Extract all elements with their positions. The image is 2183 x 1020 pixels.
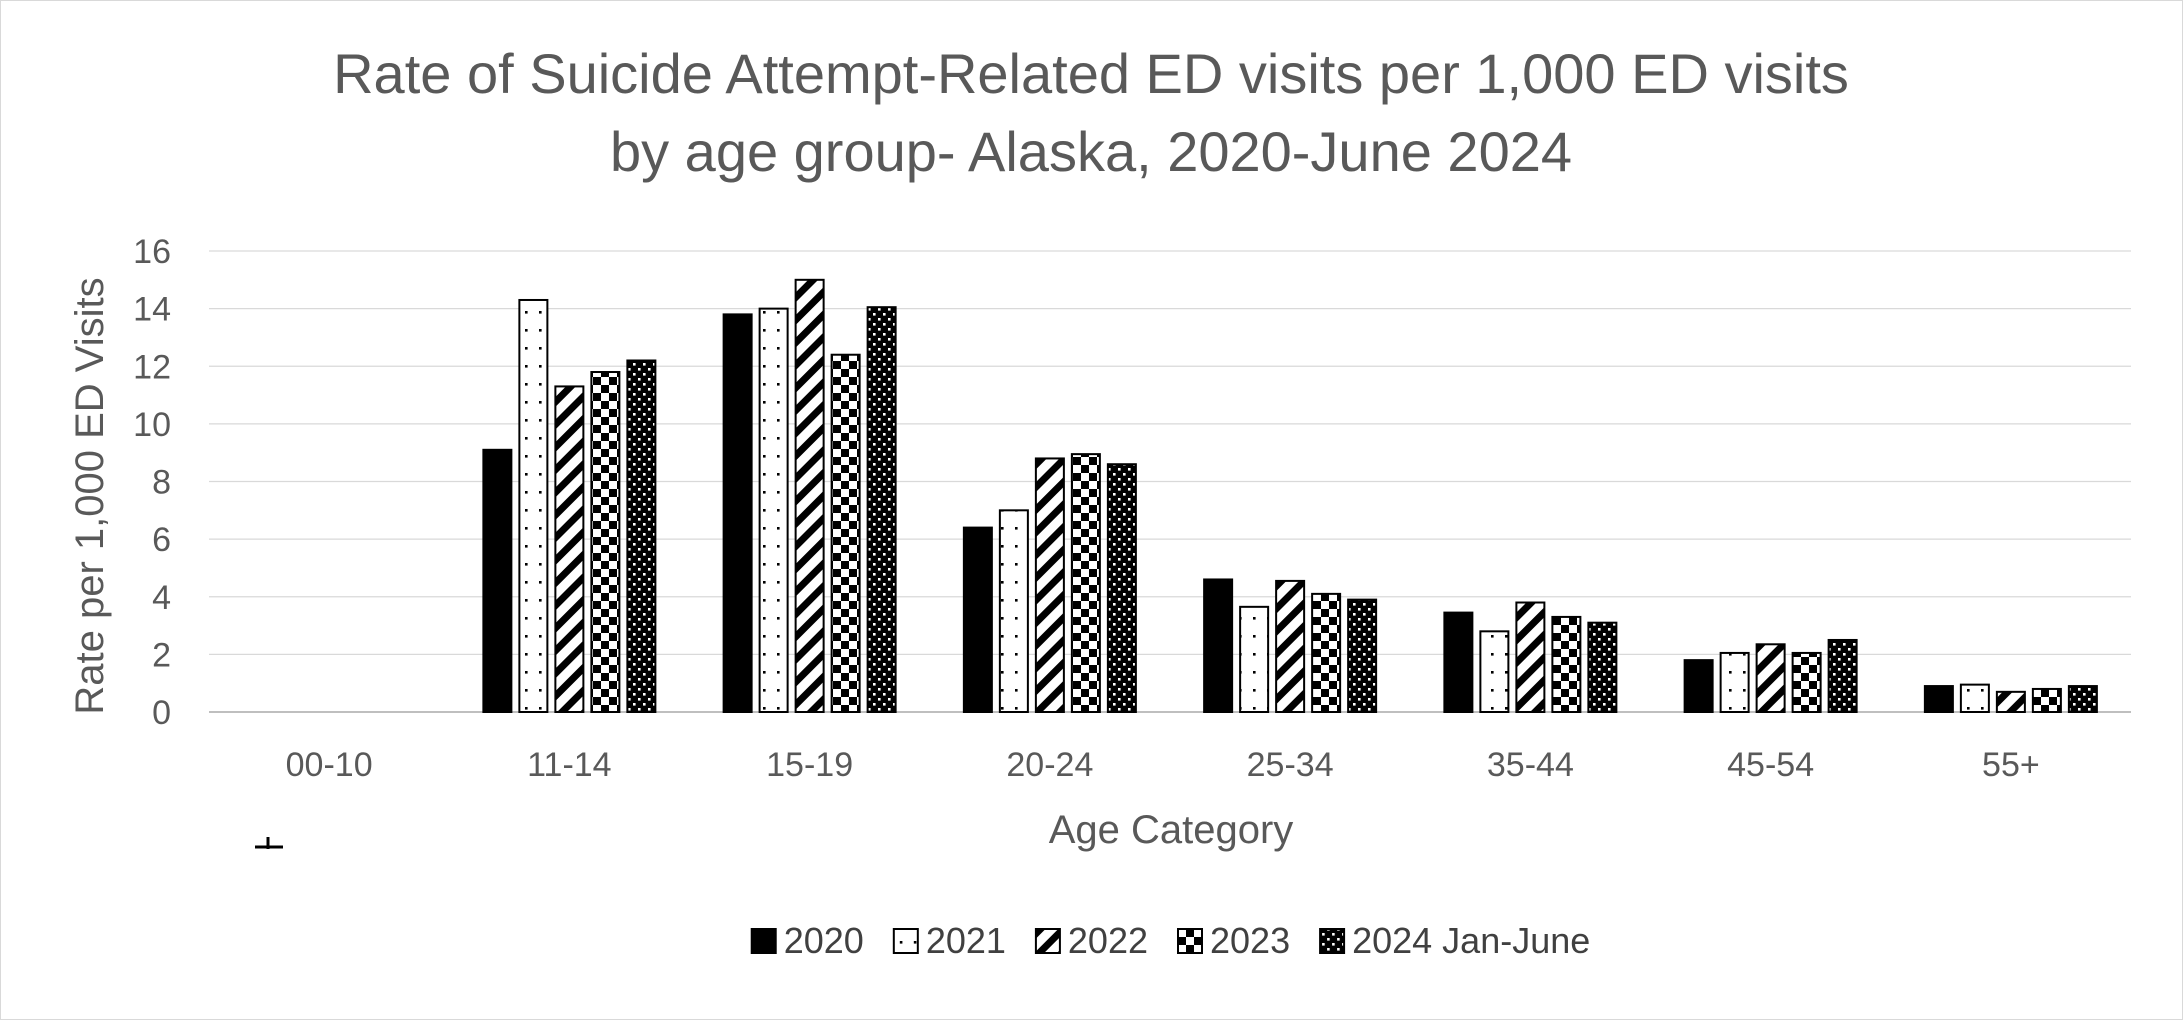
legend-label: 2024 Jan-June (1352, 920, 1590, 961)
bar (1239, 605, 1270, 713)
bar (590, 371, 621, 713)
x-tick-label: 25-34 (1247, 746, 1334, 784)
bar (866, 306, 897, 713)
stray-mark (255, 837, 283, 849)
bar (1275, 579, 1306, 714)
y-axis-ticks: 0 2 4 6 8 10 12 14 16 (133, 233, 171, 732)
legend-item: 2020 (750, 920, 864, 961)
legend-swatch (1177, 928, 1203, 954)
x-tick-label: 35-44 (1487, 746, 1574, 784)
y-tick-label: 0 (152, 694, 171, 732)
bar (1203, 578, 1234, 714)
bar (518, 298, 549, 713)
legend: 2020 2021 2022 2023 2024 Jan-June (750, 920, 1590, 961)
bar (1311, 592, 1342, 714)
bar (962, 526, 993, 713)
chart-title-line-1: Rate of Suicide Attempt-Related ED visit… (333, 42, 1849, 105)
bar (758, 307, 789, 713)
y-tick-label: 6 (152, 521, 171, 559)
bar (1551, 615, 1582, 714)
x-tick-label: 15-19 (766, 746, 853, 784)
legend-label: 2020 (784, 920, 864, 961)
bar (1923, 685, 1954, 713)
y-tick-label: 12 (133, 348, 171, 386)
bar (1959, 683, 1990, 713)
y-tick-label: 2 (152, 636, 171, 674)
bar (1683, 659, 1714, 714)
x-tick-label: 20-24 (1006, 746, 1093, 784)
x-tick-label: 55+ (1982, 746, 2040, 784)
bar (1347, 598, 1378, 713)
bar (1034, 457, 1065, 714)
bar (1587, 621, 1618, 714)
x-tick-label: 45-54 (1727, 746, 1814, 784)
chart-title-line-2: by age group- Alaska, 2020-June 2024 (610, 120, 1572, 183)
bar (1443, 611, 1474, 713)
bar (1515, 601, 1546, 714)
legend-item: 2021 (892, 920, 1006, 961)
x-tick-label: 00-10 (286, 746, 373, 784)
y-tick-label: 8 (152, 464, 171, 502)
bar (1106, 463, 1137, 713)
legend-item: 2024 Jan-June (1319, 920, 1590, 961)
x-tick-label: 11-14 (527, 746, 611, 784)
bar (794, 278, 825, 713)
legend-swatch (1034, 928, 1061, 954)
bar (1791, 651, 1822, 714)
bar (1827, 638, 1858, 713)
bar (830, 353, 861, 713)
y-tick-label: 10 (133, 406, 171, 444)
legend-label: 2022 (1068, 920, 1148, 961)
bar (722, 313, 753, 713)
legend-swatch (1319, 928, 1346, 954)
y-axis-title: Rate per 1,000 ED Visits (68, 277, 112, 714)
bar (626, 359, 657, 713)
legend-label: 2023 (1210, 920, 1290, 961)
x-axis-ticks: 00-10 11-14 15-19 20-24 25-34 35-44 45-54 55+ (286, 746, 2040, 784)
bar (482, 448, 513, 713)
legend-label: 2021 (926, 920, 1006, 961)
bar (998, 509, 1029, 713)
y-tick-label: 4 (152, 579, 171, 617)
bar (2031, 687, 2062, 714)
legend-swatch (892, 928, 919, 954)
bar (1479, 630, 1510, 714)
y-tick-label: 14 (133, 291, 171, 329)
chart-title: Rate of Suicide Attempt-Related ED visit… (333, 42, 1849, 183)
bar (554, 385, 585, 713)
bar (2067, 685, 2098, 713)
legend-swatch (750, 928, 777, 954)
legend-item: 2023 (1177, 920, 1290, 961)
bar (1719, 651, 1750, 714)
bars (482, 278, 2098, 714)
legend-item: 2022 (1034, 920, 1148, 961)
x-axis-title: Age Category (1049, 808, 1294, 852)
y-tick-label: 16 (133, 233, 171, 271)
bar (1070, 453, 1101, 713)
bar (1995, 690, 2026, 713)
bar (1755, 643, 1786, 714)
